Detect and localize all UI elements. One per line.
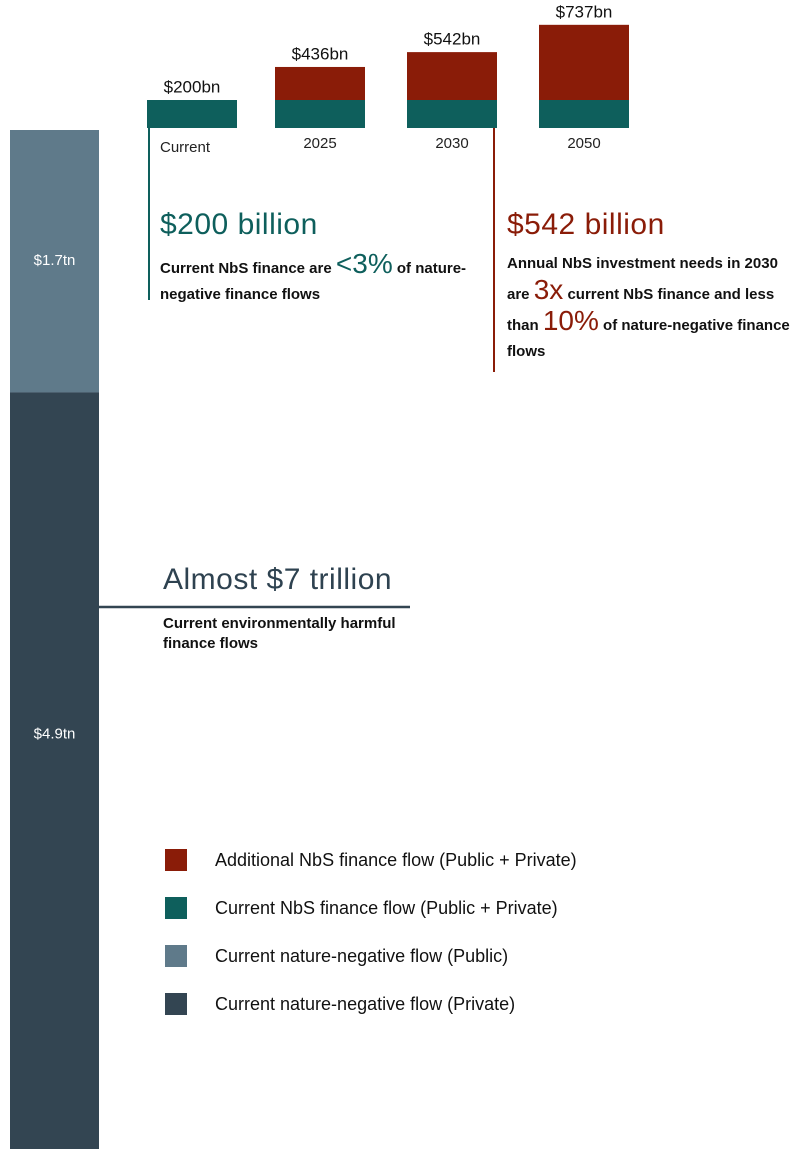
- x-tick-label: Current: [160, 139, 211, 156]
- annotation: $542 billion Annual NbS investment needs …: [507, 205, 792, 365]
- bar-segment: [407, 100, 497, 128]
- legend-swatch: [165, 849, 187, 871]
- value-label: $4.9tn: [34, 726, 76, 743]
- bar-segment: [10, 392, 99, 1149]
- legend-swatch: [165, 945, 187, 967]
- annotation-body: Annual NbS investment needs in 2030 are …: [507, 251, 792, 365]
- annotation-text: of nature-negative finance flows: [507, 317, 790, 360]
- value-label: $1.7tn: [34, 252, 76, 269]
- bar-segment: [10, 130, 99, 393]
- x-tick-label: 2030: [435, 135, 468, 152]
- annotation-text: Current environmentally harmful finance …: [163, 615, 396, 652]
- annotation-emphasis: 10%: [542, 305, 599, 336]
- annotation-text: current NbS finance and less than: [507, 286, 775, 334]
- total-label: $200bn: [164, 77, 221, 96]
- annotation: $200 billion Current NbS finance are <3% …: [160, 205, 470, 308]
- annotation-text: Annual NbS investment needs in 2030 are: [507, 255, 778, 303]
- annotation-text: of nature-negative finance flows: [160, 260, 467, 303]
- legend-swatch: [165, 897, 187, 919]
- total-label: $436bn: [292, 44, 349, 63]
- bar-segment: [275, 100, 365, 128]
- annotation-emphasis: <3%: [335, 248, 393, 279]
- annotation-emphasis: 3x: [533, 274, 564, 305]
- x-tick-label: 2050: [567, 135, 600, 152]
- annotation-text: Current NbS finance are: [160, 260, 336, 277]
- annotation-heading: $542 billion: [507, 208, 665, 241]
- legend-swatch: [165, 993, 187, 1015]
- x-tick-label: 2025: [303, 135, 336, 152]
- annotation-heading: Almost $7 trillion: [163, 563, 393, 596]
- bar-segment: [147, 100, 237, 128]
- annotation-body: Current environmentally harmful finance …: [163, 614, 423, 654]
- bar-segment: [275, 66, 365, 100]
- total-label: $737bn: [556, 2, 613, 21]
- legend-label: Current nature-negative flow (Private): [215, 994, 515, 1014]
- bar-segment: [407, 52, 497, 100]
- annotation-heading: $200 billion: [160, 208, 318, 241]
- legend-label: Additional NbS finance flow (Public + Pr…: [215, 850, 577, 870]
- bar-segment: [539, 24, 629, 100]
- total-label: $542bn: [424, 30, 481, 49]
- annotation-body: Current NbS finance are <3% of nature-ne…: [160, 248, 470, 308]
- bar-segment: [539, 100, 629, 128]
- legend-label: Current nature-negative flow (Public): [215, 946, 508, 966]
- legend-label: Current NbS finance flow (Public + Priva…: [215, 898, 558, 918]
- annotation: Almost $7 trillion Current environmentall…: [163, 560, 423, 654]
